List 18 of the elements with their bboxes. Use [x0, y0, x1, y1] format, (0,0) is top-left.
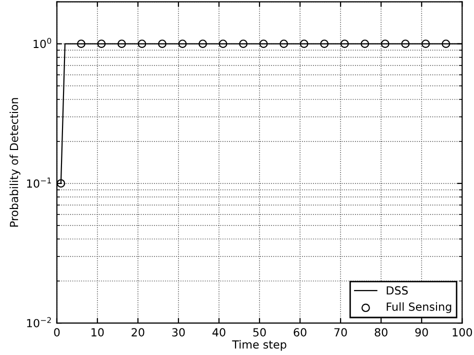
x-axis-title: Time step — [232, 340, 286, 351]
y-tick-label: 10$^{−2}$ — [27, 317, 51, 328]
x-tick-label: 50 — [253, 328, 266, 337]
x-tick-label: 20 — [132, 328, 144, 337]
y-tick-label: 10$^{−1}$ — [27, 178, 51, 188]
x-tick-label: 80 — [374, 328, 388, 337]
y-axis-title: Probability of Detection — [10, 98, 20, 227]
x-tick-label: 60 — [294, 328, 306, 337]
legend-label: DSS — [386, 286, 408, 295]
x-tick-label: 30 — [172, 328, 185, 337]
x-tick-label: 40 — [212, 328, 226, 337]
x-tick-label: 10 — [92, 328, 104, 337]
x-tick-label: 100 — [452, 328, 472, 337]
x-tick-label: 0 — [54, 328, 60, 337]
x-tick-label: 70 — [334, 328, 347, 337]
y-tick-label: 10$^{0}$ — [34, 38, 52, 48]
legend-label: Full Sensing — [386, 302, 452, 314]
x-tick-label: 90 — [415, 328, 428, 337]
